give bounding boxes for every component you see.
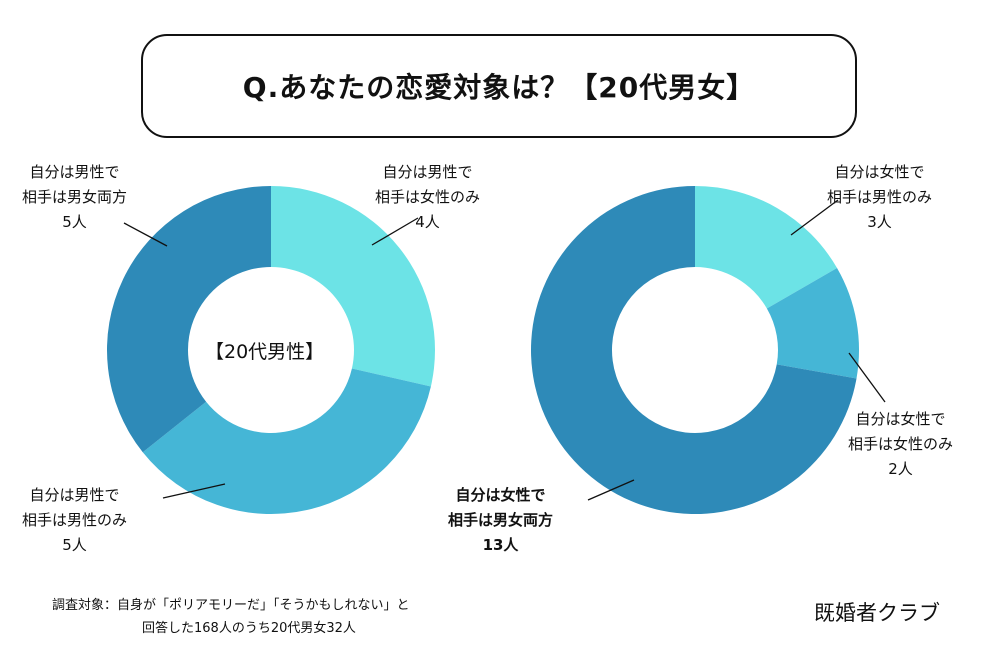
leader-line-male-male-only <box>162 483 226 499</box>
slice-male-both <box>107 186 271 453</box>
label-male-female-only: 自分は男性で 相手は女性のみ 4人 <box>375 163 481 231</box>
slice-male-male-only <box>142 368 431 514</box>
leader-line-female-both <box>587 479 635 501</box>
label-female-male-only: 自分は女性で 相手は男性のみ 3人 <box>827 163 933 231</box>
label-female-both: 自分は女性で 相手は男女両方 13人 <box>448 486 554 554</box>
leader-line-male-both <box>123 222 168 247</box>
slice-female-female-only <box>766 268 859 379</box>
label-male-both: 自分は男性で 相手は男女両方 5人 <box>22 163 128 231</box>
slice-female-both <box>530 186 857 514</box>
brand-logo-text: 既婚者クラブ <box>814 601 940 625</box>
male-center-label: 【20代男性】 <box>205 341 325 363</box>
slice-male-female-only <box>271 186 435 387</box>
leader-line-male-female-only <box>371 217 419 246</box>
label-female-female-only: 自分は女性で 相手は女性のみ 2人 <box>848 410 954 478</box>
survey-footnote: 調査対象：自身が「ポリアモリーだ」「そうかもしれない」と 回答した168人のうち… <box>52 598 410 636</box>
leader-line-female-female-only <box>848 352 886 403</box>
male-donut-chart <box>107 186 435 514</box>
chart-title: Q.あなたの恋愛対象は？【20代男女】 <box>141 34 857 138</box>
female-donut-chart <box>530 186 859 514</box>
slice-female-male-only <box>695 186 838 309</box>
label-male-male-only: 自分は男性で 相手は男性のみ 5人 <box>22 486 128 554</box>
leader-line-female-male-only <box>790 199 839 236</box>
